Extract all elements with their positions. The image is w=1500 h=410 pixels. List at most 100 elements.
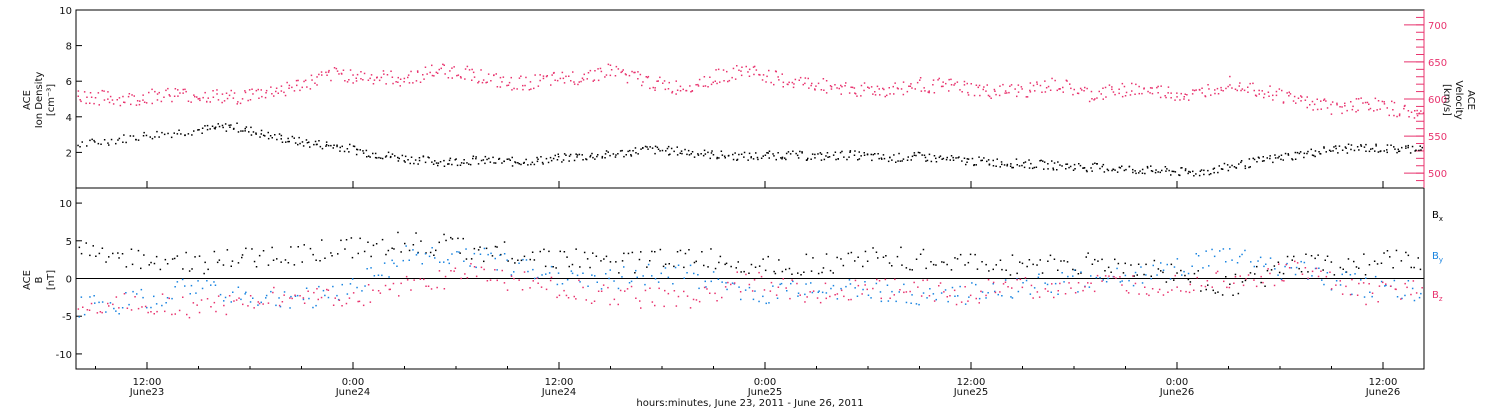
velocity-point (451, 77, 453, 79)
velocity-point (1121, 82, 1124, 85)
b-x-point (901, 264, 903, 266)
b-x-point (309, 247, 312, 250)
density-point (1011, 166, 1013, 169)
b-y-point (797, 292, 800, 294)
b-x-point (684, 252, 687, 255)
b-y-point (125, 292, 127, 294)
velocity-point (424, 66, 427, 68)
b-x-point (344, 248, 346, 250)
density-point (1094, 162, 1096, 164)
b-z-point (196, 304, 198, 306)
b-x-point (748, 272, 750, 274)
b-y-point (230, 301, 232, 303)
velocity-point (850, 86, 852, 88)
density-point (1012, 166, 1014, 169)
velocity-point (928, 90, 930, 92)
density-point (777, 152, 779, 154)
velocity-point (1330, 113, 1333, 115)
density-point (280, 134, 283, 137)
velocity-point (236, 103, 238, 105)
b-x-point (241, 254, 244, 256)
velocity-point (868, 87, 870, 89)
velocity-point (1147, 90, 1149, 93)
velocity-point (391, 76, 394, 78)
b-x-point (1212, 289, 1214, 292)
b-y-point (1054, 282, 1057, 285)
velocity-point (1112, 91, 1115, 93)
density-point (1043, 168, 1045, 170)
density-point (244, 130, 246, 132)
b-z-point (575, 298, 577, 300)
density-point (1334, 145, 1337, 147)
density-point (125, 141, 127, 144)
b-y-point (832, 284, 835, 287)
density-point (743, 151, 746, 154)
b-z-point (920, 295, 923, 297)
velocity-point (133, 95, 135, 97)
density-point (1407, 146, 1409, 149)
velocity-point (151, 102, 153, 105)
b-y-point (1384, 285, 1386, 287)
velocity-point (876, 85, 879, 88)
b-x-point (992, 268, 994, 271)
velocity-point (103, 90, 105, 92)
b-y-point (1025, 279, 1028, 282)
b-z-point (824, 282, 827, 285)
velocity-point (369, 77, 371, 80)
density-point (204, 125, 206, 127)
velocity-point (173, 95, 176, 97)
b-z-point (171, 313, 173, 316)
density-point (1181, 167, 1183, 169)
density-point (1252, 157, 1254, 160)
b-y-point (252, 297, 254, 299)
b-y-point (1290, 267, 1293, 269)
velocity-point (703, 76, 706, 78)
density-point (118, 137, 121, 140)
density-point (374, 152, 377, 155)
velocity-point (481, 81, 484, 84)
density-point (1269, 155, 1271, 157)
velocity-point (773, 83, 775, 86)
velocity-point (1346, 109, 1348, 112)
b-x-point (125, 266, 128, 268)
b-x-point (640, 251, 642, 253)
b-y-point (1250, 261, 1252, 263)
xtick-date-label: June24 (541, 387, 577, 398)
b-y-point (1145, 274, 1147, 276)
b-z-point (367, 284, 370, 286)
b-y-point (1263, 265, 1265, 268)
velocity-point (77, 90, 80, 92)
b-x-point (404, 242, 406, 245)
b-x-point (1380, 262, 1383, 264)
velocity-point (449, 70, 451, 72)
density-point (435, 162, 438, 164)
b-z-point (836, 293, 839, 295)
b-z-point (753, 279, 756, 281)
b-y-point (804, 293, 806, 296)
b-y-point (840, 287, 842, 290)
velocity-point (624, 73, 627, 75)
density-point (1028, 159, 1030, 161)
density-point (301, 141, 304, 143)
velocity-point (473, 76, 476, 78)
b-y-point (447, 259, 449, 261)
b-x-point (204, 261, 206, 264)
velocity-point (1288, 91, 1290, 93)
b-y-point (1413, 299, 1416, 302)
density-point (1257, 156, 1260, 158)
density-point (432, 163, 435, 165)
b-x-point (85, 242, 87, 244)
density-point (110, 138, 113, 141)
velocity-point (1094, 98, 1096, 100)
b-x-point (194, 256, 196, 258)
density-point (585, 158, 587, 160)
b-z-point (703, 286, 706, 289)
density-point (1023, 166, 1026, 169)
b-x-point (173, 257, 176, 260)
b-z-point (1002, 283, 1005, 285)
density-point (536, 156, 538, 159)
density-point (554, 154, 556, 157)
density-point (810, 158, 812, 160)
b-z-point (1247, 274, 1250, 276)
b-z-point (249, 295, 252, 297)
